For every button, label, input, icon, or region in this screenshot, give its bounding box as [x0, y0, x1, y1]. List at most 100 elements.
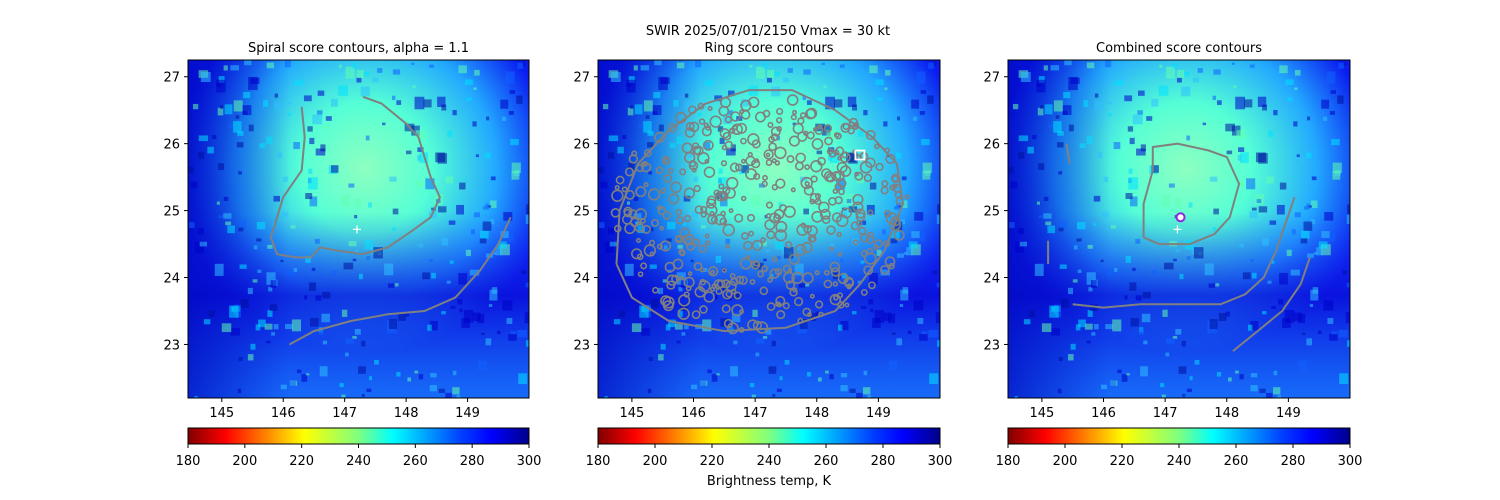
image-pixel — [1020, 71, 1031, 82]
image-pixel — [630, 105, 634, 109]
image-pixel — [829, 374, 834, 380]
panel-title: Ring score contours — [704, 41, 833, 56]
panel-2: Ring score contours 145 146 147 148 149 23 24 25… — [573, 41, 952, 489]
image-pixel — [794, 263, 804, 276]
image-pixel — [411, 125, 420, 136]
image-pixel — [321, 313, 330, 323]
ring-score-contour — [782, 302, 790, 310]
ring-score-contour — [832, 295, 839, 301]
image-pixel — [1259, 388, 1266, 393]
ring-score-contour — [686, 242, 696, 251]
image-pixel — [880, 269, 890, 276]
ring-score-contour — [784, 241, 793, 249]
image-pixel — [900, 200, 908, 209]
image-pixel — [1140, 366, 1148, 377]
image-pixel — [280, 259, 284, 263]
image-pixel — [1266, 392, 1273, 398]
image-pixel — [730, 144, 736, 152]
image-pixel — [1060, 298, 1069, 308]
image-pixel — [685, 269, 690, 272]
ring-score-contour — [757, 270, 765, 278]
image-pixel — [446, 280, 451, 284]
ring-score-contour — [881, 180, 889, 188]
ring-score-contour — [767, 121, 774, 128]
image-pixel — [1040, 105, 1044, 109]
image-pixel — [1197, 68, 1203, 73]
image-pixel — [487, 205, 492, 208]
ring-score-contour — [624, 167, 634, 177]
ring-score-contour — [767, 277, 773, 283]
image-pixel — [1329, 333, 1338, 341]
image-pixel — [237, 388, 242, 394]
ring-score-contour — [641, 162, 652, 173]
plot-frame — [187, 59, 530, 399]
image-pixel — [848, 206, 858, 213]
image-pixel — [677, 244, 683, 249]
ring-score-contour — [904, 194, 910, 200]
ring-score-contour — [729, 273, 736, 279]
ring-score-contour — [722, 131, 732, 141]
ring-score-contour — [631, 248, 643, 260]
image-pixel — [1179, 273, 1184, 280]
image-pixel — [899, 303, 904, 307]
image-pixel — [284, 60, 291, 68]
image-pixel — [1084, 323, 1093, 330]
ring-score-contour — [677, 307, 690, 320]
image-pixel — [240, 298, 249, 308]
image-pixel — [913, 300, 924, 311]
ring-score-contour — [776, 107, 784, 116]
ring-score-contour — [687, 271, 693, 276]
ring-score-contour — [763, 149, 774, 160]
image-pixel — [238, 221, 247, 229]
image-pixel — [461, 318, 470, 328]
ring-score-contour — [832, 281, 839, 287]
image-pixel — [896, 253, 904, 258]
ring-score-contour — [628, 209, 638, 219]
ring-score-contour — [732, 124, 738, 131]
colorbar — [187, 427, 530, 445]
image-pixel — [366, 256, 371, 260]
ring-score-contour — [643, 149, 652, 158]
image-pixel — [1330, 90, 1337, 94]
image-pixel — [1293, 121, 1298, 127]
ring-score-contour — [829, 293, 842, 306]
image-pixel — [673, 100, 679, 107]
ring-score-contour — [774, 146, 787, 160]
image-pixel — [1094, 101, 1104, 110]
image-pixel — [1273, 110, 1278, 116]
image-pixel — [697, 269, 704, 277]
ring-score-contour — [735, 275, 745, 285]
image-pixel — [330, 165, 339, 173]
ring-score-contour — [683, 187, 696, 199]
image-pixel — [900, 289, 909, 301]
image-pixel — [429, 320, 438, 331]
image-pixel — [1159, 383, 1165, 388]
ring-score-contour — [652, 286, 659, 294]
image-pixel — [475, 154, 479, 158]
ring-score-contour — [628, 154, 639, 164]
ring-score-contour — [854, 171, 864, 181]
image-pixel — [1068, 354, 1074, 361]
image-pixel — [207, 146, 214, 154]
image-pixel — [1165, 338, 1175, 344]
ring-score-contour — [672, 258, 684, 270]
ring-score-contour — [705, 198, 717, 209]
image-pixel — [441, 311, 446, 315]
image-pixel — [482, 221, 492, 231]
image-pixel — [776, 388, 782, 393]
image-pixel — [1337, 95, 1344, 104]
ring-score-contour — [795, 152, 806, 164]
image-pixel — [719, 137, 725, 145]
image-pixel — [1317, 330, 1322, 335]
image-pixel — [884, 87, 888, 90]
ring-score-contour — [659, 225, 664, 231]
image-pixel — [648, 356, 653, 362]
image-pixel — [391, 95, 396, 101]
image-pixel — [598, 166, 604, 174]
image-pixel — [1058, 356, 1063, 362]
image-pixel — [1328, 233, 1336, 242]
image-pixel — [352, 258, 357, 262]
image-pixel — [189, 222, 195, 229]
image-pixel — [1311, 176, 1317, 181]
